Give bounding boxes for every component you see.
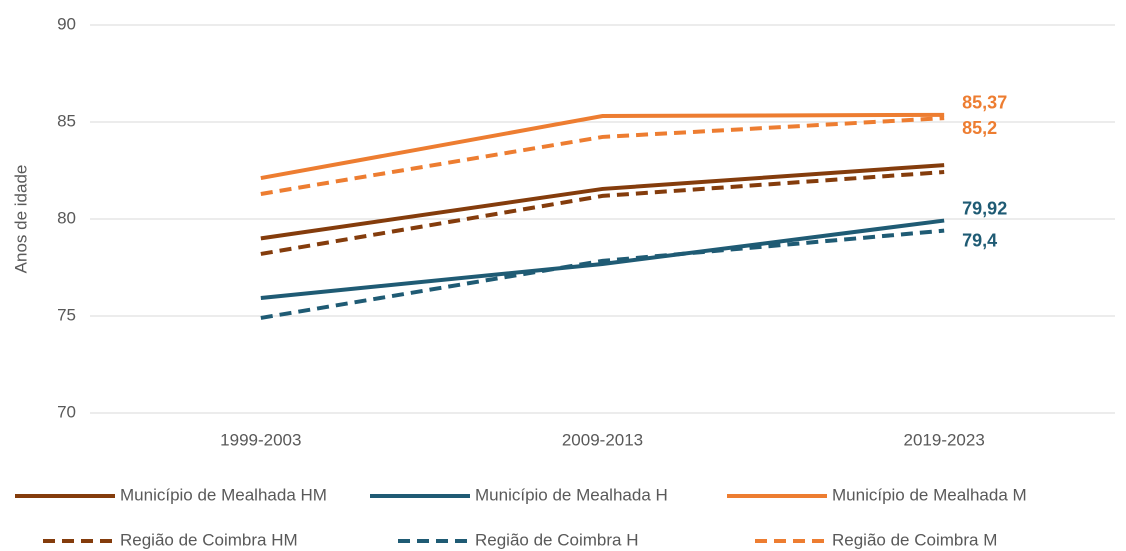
x-tick-label: 1999-2003 <box>220 430 301 449</box>
series-line <box>260 163 945 241</box>
legend-label: Região de Coimbra H <box>475 530 638 549</box>
y-tick-label: 70 <box>57 402 76 421</box>
y-axis-label: Anos de idade <box>11 165 30 274</box>
data-label: 79,92 <box>962 198 1007 218</box>
y-tick-label: 90 <box>57 14 76 33</box>
data-label: 85,37 <box>962 93 1007 113</box>
legend-label: Região de Coimbra M <box>832 530 997 549</box>
series-line <box>260 112 945 181</box>
series-line <box>260 218 945 300</box>
series-line <box>260 170 945 256</box>
series-line <box>260 228 945 320</box>
x-tick-label: 2009-2013 <box>562 430 643 449</box>
data-label: 85,2 <box>962 118 997 138</box>
legend-label: Município de Mealhada H <box>475 485 668 504</box>
y-tick-label: 80 <box>57 208 76 227</box>
x-tick-label: 2019-2023 <box>904 430 985 449</box>
legend-label: Região de Coimbra HM <box>120 530 298 549</box>
series-line <box>260 116 945 196</box>
y-tick-label: 85 <box>57 111 76 130</box>
data-label: 79,4 <box>962 230 997 250</box>
legend-label: Município de Mealhada M <box>832 485 1027 504</box>
legend-label: Município de Mealhada HM <box>120 485 327 504</box>
y-tick-label: 75 <box>57 305 76 324</box>
